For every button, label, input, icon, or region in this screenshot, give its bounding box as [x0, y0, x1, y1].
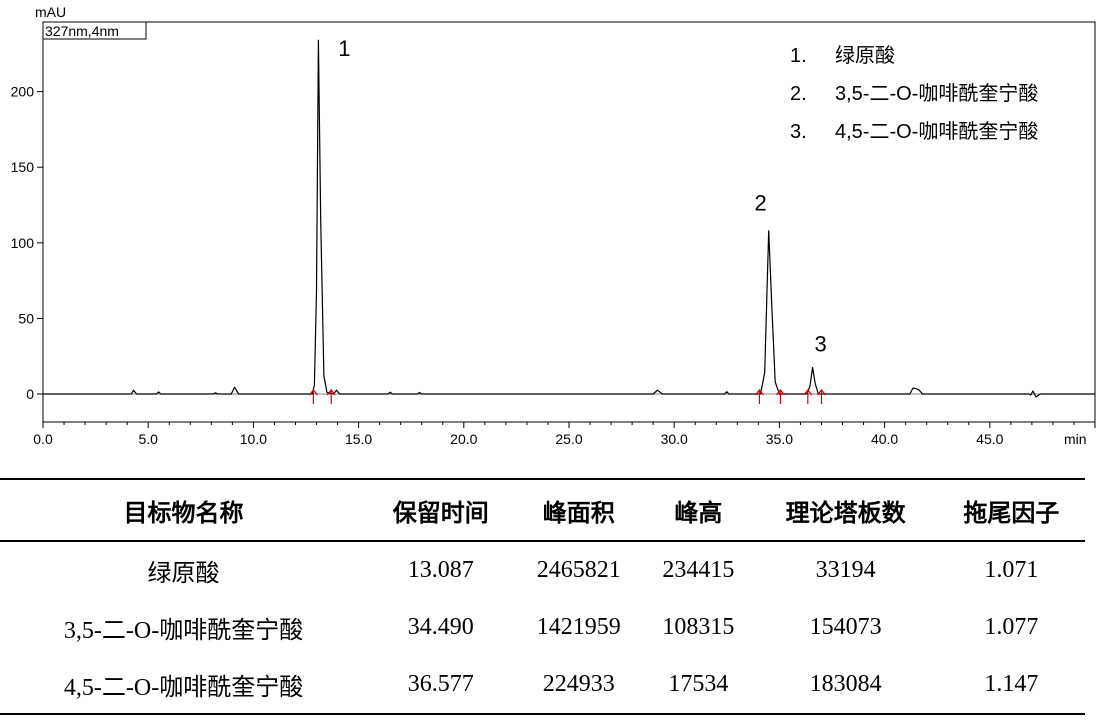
x-tick-label: 30.0 — [661, 431, 688, 447]
legend-num-1: 1. — [790, 45, 807, 67]
cell-retention-time: 13.087 — [407, 557, 474, 583]
y-tick-label: 200 — [11, 84, 35, 100]
x-tick-label: 35.0 — [766, 431, 793, 447]
legend-num-3: 3. — [790, 121, 807, 143]
x-tick-label: 10.0 — [240, 431, 267, 447]
integration-mark — [308, 389, 318, 404]
cell-compound-name: 4,5-二-O-咖啡酰奎宁酸 — [63, 675, 304, 701]
y-tick-label: 0 — [26, 386, 34, 402]
integration-mark — [803, 389, 813, 404]
cell-tailing-factor: 1.147 — [984, 671, 1039, 697]
cell-peak-area: 224933 — [542, 671, 615, 697]
table-row: 绿原酸 13.087 2465821 234415 33194 1.071 — [0, 541, 1085, 599]
peak-label: 1 — [338, 36, 350, 61]
x-tick-label: 40.0 — [871, 431, 898, 447]
integration-marks — [308, 389, 826, 404]
y-tick-label: 50 — [18, 310, 34, 326]
plot-frame — [42, 21, 1096, 423]
x-tick-label: 45.0 — [976, 431, 1003, 447]
x-tick-label: 5.0 — [138, 431, 158, 447]
cell-peak-area: 1421959 — [536, 614, 621, 640]
y-axis-label: mAU — [35, 4, 66, 20]
header-peak-height: 峰高 — [674, 500, 723, 527]
chromatogram-chart: 0 50 100 150 200 0.0 5.0 10.0 15.0 20.0 25.0 30.0 3… — [11, 4, 1096, 447]
cell-retention-time: 34.490 — [407, 614, 474, 640]
cell-compound-name: 3,5-二-O-咖啡酰奎宁酸 — [63, 618, 304, 644]
results-table: 目标物名称 保留时间 峰面积 峰高 理论塔板数 拖尾因子 绿原酸 13.087 … — [0, 478, 1085, 715]
legend-name-1: 绿原酸 — [835, 44, 895, 67]
legend: 1. 绿原酸 2. 3,5-二-O-咖啡酰奎宁酸 3. 4,5-二-O-咖啡酰奎… — [790, 44, 1038, 143]
header-compound-name: 目标物名称 — [123, 500, 244, 527]
cell-theoretical-plates: 33194 — [815, 557, 876, 583]
cell-peak-height: 108315 — [662, 614, 735, 640]
table-row: 4,5-二-O-咖啡酰奎宁酸 36.577 224933 17534 18308… — [0, 656, 1085, 714]
x-axis-label: min — [1064, 431, 1087, 447]
cell-peak-area: 2465821 — [536, 557, 621, 583]
table-row: 3,5-二-O-咖啡酰奎宁酸 34.490 1421959 108315 154… — [0, 599, 1085, 656]
integration-mark — [754, 389, 764, 404]
cell-compound-name: 绿原酸 — [147, 561, 220, 587]
header-retention-time: 保留时间 — [392, 500, 489, 527]
integration-mark — [775, 389, 785, 404]
y-axis-ticks: 0 50 100 150 200 — [11, 84, 43, 402]
cell-theoretical-plates: 183084 — [809, 671, 882, 697]
cell-peak-height: 17534 — [668, 671, 729, 697]
cell-tailing-factor: 1.077 — [984, 614, 1039, 640]
integration-mark — [817, 389, 826, 404]
y-tick-label: 100 — [11, 235, 35, 251]
x-tick-label: 15.0 — [345, 431, 372, 447]
detector-label-box — [42, 21, 147, 40]
legend-name-2: 3,5-二-O-咖啡酰奎宁酸 — [835, 82, 1038, 105]
table-header-row: 目标物名称 保留时间 峰面积 峰高 理论塔板数 拖尾因子 — [0, 479, 1085, 541]
x-tick-label: 0.0 — [33, 431, 53, 447]
peak-label: 3 — [814, 332, 826, 357]
cell-theoretical-plates: 154073 — [809, 614, 882, 640]
header-peak-area: 峰面积 — [542, 500, 615, 527]
x-axis-ticks: 0.0 5.0 10.0 15.0 20.0 25.0 30.0 35.0 40.0 45.0 — [33, 422, 1096, 447]
header-tailing-factor: 拖尾因子 — [963, 500, 1060, 527]
legend-name-3: 4,5-二-O-咖啡酰奎宁酸 — [835, 120, 1038, 143]
peak-label: 2 — [755, 191, 767, 216]
cell-peak-height: 234415 — [662, 557, 735, 583]
x-tick-label: 20.0 — [450, 431, 477, 447]
cell-tailing-factor: 1.071 — [984, 557, 1039, 583]
detector-label: 327nm,4nm — [45, 23, 119, 39]
y-tick-label: 150 — [11, 159, 35, 175]
header-theoretical-plates: 理论塔板数 — [785, 500, 906, 527]
peak-labels: 1 2 3 — [338, 36, 826, 356]
integration-mark — [326, 389, 336, 404]
legend-num-2: 2. — [790, 83, 807, 105]
cell-retention-time: 36.577 — [407, 671, 474, 697]
x-tick-label: 25.0 — [555, 431, 582, 447]
chromatogram-trace — [43, 39, 1095, 398]
